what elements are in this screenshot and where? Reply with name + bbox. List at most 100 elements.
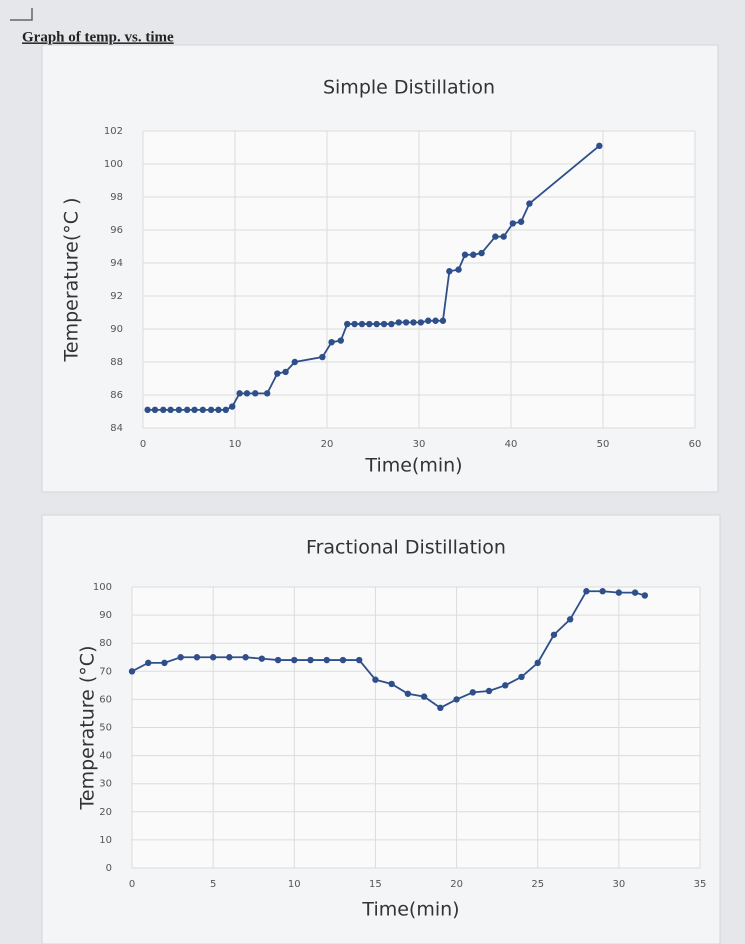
x-axis-label: Time(min) (364, 455, 462, 477)
data-point (144, 406, 151, 414)
data-point (395, 319, 402, 326)
data-point (550, 631, 558, 638)
x-tick-label: 20 (321, 439, 334, 450)
y-tick-label: 90 (110, 324, 123, 335)
data-point (193, 654, 201, 661)
x-tick-label: 60 (689, 439, 702, 450)
y-tick-label: 84 (110, 423, 123, 434)
x-tick-label: 35 (694, 879, 707, 890)
data-point (641, 592, 649, 599)
heading: Graph of temp. vs. time (22, 29, 174, 45)
y-tick-label: 0 (106, 863, 112, 874)
y-tick-label: 96 (110, 225, 123, 236)
data-point (151, 406, 159, 414)
y-tick-label: 60 (99, 694, 112, 705)
x-tick-label: 15 (369, 879, 382, 890)
data-point (226, 654, 233, 661)
y-tick-label: 20 (99, 807, 112, 818)
x-tick-label: 10 (288, 879, 301, 890)
y-tick-label: 94 (110, 258, 123, 269)
data-point (566, 616, 574, 623)
y-tick-label: 98 (110, 192, 123, 203)
data-point (356, 656, 363, 664)
x-tick-label: 20 (450, 879, 463, 890)
data-point (274, 370, 281, 377)
data-point (596, 142, 603, 150)
x-tick-label: 40 (505, 439, 518, 450)
y-tick-label: 100 (93, 582, 112, 593)
x-tick-label: 0 (129, 879, 135, 890)
data-point (372, 676, 379, 683)
data-point (128, 668, 136, 675)
data-point (366, 320, 373, 328)
data-point (209, 654, 217, 661)
data-point (167, 406, 174, 414)
y-axis-label: Temperature (°C) (77, 646, 99, 811)
y-tick-label: 88 (110, 357, 123, 368)
x-tick-label: 30 (612, 879, 625, 890)
data-point (492, 233, 499, 240)
data-point (631, 589, 639, 596)
x-tick-label: 30 (413, 439, 426, 450)
data-point (432, 317, 439, 324)
y-tick-label: 80 (99, 638, 112, 649)
data-point (470, 251, 477, 258)
data-point (282, 368, 289, 376)
data-point (410, 319, 417, 326)
data-point (388, 320, 395, 328)
data-point (199, 406, 206, 414)
data-point (252, 390, 259, 397)
data-point (437, 704, 444, 712)
data-point (328, 339, 335, 346)
x-axis-label: Time(min) (361, 899, 459, 921)
data-point (274, 656, 282, 664)
x-tick-label: 5 (210, 879, 216, 890)
data-point (517, 218, 525, 225)
data-point (469, 689, 476, 696)
data-point (526, 200, 533, 207)
data-point (307, 656, 314, 664)
data-point (161, 659, 168, 667)
y-tick-label: 30 (99, 779, 112, 790)
y-tick-label: 92 (110, 291, 123, 302)
y-tick-label: 102 (104, 126, 123, 137)
data-point (177, 654, 184, 661)
data-point (222, 406, 229, 414)
data-point (191, 406, 198, 414)
data-point (380, 320, 388, 328)
data-point (402, 319, 410, 326)
chart-title: Fractional Distillation (306, 537, 506, 559)
data-point (337, 337, 344, 344)
data-point (291, 358, 298, 366)
y-tick-label: 86 (110, 390, 123, 401)
data-point (439, 317, 447, 324)
data-point (373, 320, 380, 328)
data-point (215, 406, 222, 414)
data-point (461, 251, 469, 258)
data-point (160, 406, 167, 414)
data-point (485, 687, 493, 695)
y-tick-label: 100 (104, 159, 123, 170)
data-point (478, 249, 485, 257)
y-tick-label: 50 (99, 723, 112, 734)
x-tick-label: 0 (140, 439, 146, 450)
chart-title: Simple Distillation (323, 77, 495, 99)
data-point (417, 319, 425, 326)
data-point (615, 589, 623, 596)
data-point (236, 390, 243, 397)
data-point (323, 656, 330, 664)
data-point (264, 390, 271, 397)
data-point (420, 693, 428, 700)
data-point (183, 406, 191, 414)
data-point (599, 588, 606, 595)
data-point (500, 233, 507, 240)
data-point (502, 682, 509, 689)
data-point (242, 654, 249, 661)
data-point (145, 659, 152, 667)
data-point (291, 656, 298, 664)
data-point (358, 320, 366, 328)
data-point (425, 317, 432, 324)
x-tick-label: 50 (597, 439, 610, 450)
